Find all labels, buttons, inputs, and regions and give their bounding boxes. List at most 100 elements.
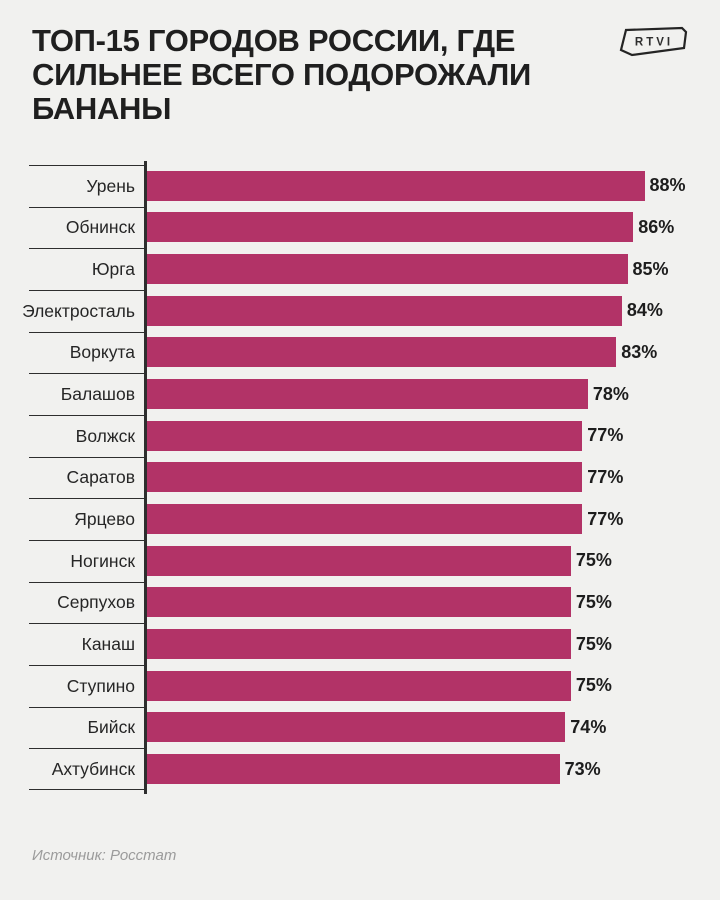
title-line-1: ТОП-15 ГОРОДОВ РОССИИ, ГДЕ [32, 23, 516, 58]
value-label: 75% [575, 550, 612, 571]
city-label-cell: Ногинск [29, 539, 144, 582]
city-label: Бийск [87, 717, 135, 738]
bar [146, 212, 634, 243]
table-row: Серпухов 75% [29, 581, 695, 624]
city-label-cell: Волжск [29, 414, 144, 457]
bar-area: 78% [144, 373, 695, 415]
city-label: Ахтубинск [51, 758, 135, 779]
city-label-cell: Ступино [29, 664, 144, 707]
bar-chart: Урень 88% Обнинск 86% Юрга 85% Электрост… [22, 161, 695, 794]
value-label: 77% [587, 508, 624, 529]
city-label: Ногинск [70, 550, 135, 571]
bar [146, 379, 588, 410]
value-label: 73% [564, 758, 601, 779]
city-label-cell: Воркута [29, 331, 144, 374]
value-label: 88% [649, 175, 686, 196]
rtvi-logo: RTVI [619, 26, 688, 58]
city-label-cell: Балашов [29, 373, 144, 415]
city-label: Ступино [66, 675, 135, 696]
city-label: Саратов [66, 467, 136, 488]
bar [146, 462, 583, 493]
bar [146, 504, 583, 535]
table-row: Воркута 83% [29, 331, 695, 374]
table-row: Волжск 77% [29, 414, 695, 457]
city-label-cell: Ахтубинск [29, 748, 144, 790]
table-row: Электросталь 84% [22, 289, 695, 332]
bar-area: 77% [144, 415, 695, 457]
bar [146, 337, 617, 368]
table-row: Саратов 77% [29, 456, 695, 499]
bar [146, 254, 628, 285]
bar-area: 74% [144, 707, 695, 749]
city-label-cell: Серпухов [29, 581, 144, 624]
city-label: Юрга [91, 259, 135, 280]
table-row: Ярцево 77% [29, 498, 695, 540]
table-row: Ногинск 75% [29, 539, 695, 582]
value-label: 77% [587, 466, 624, 487]
bar-area: 77% [144, 498, 695, 540]
value-label: 84% [626, 300, 663, 321]
title-line-3: БАНАНЫ [32, 91, 172, 126]
table-row: Обнинск 86% [29, 206, 695, 249]
city-label: Серпухов [57, 592, 135, 613]
bar [146, 670, 571, 701]
value-label: 86% [638, 216, 675, 237]
city-label: Канаш [81, 634, 135, 655]
city-label-cell: Урень [29, 165, 144, 207]
city-label-cell: Ярцево [29, 498, 144, 540]
city-label: Ярцево [74, 509, 135, 530]
bar-area: 75% [144, 623, 695, 665]
bar [146, 420, 583, 451]
value-label: 75% [575, 591, 612, 612]
bar [146, 545, 571, 576]
city-label-cell: Саратов [29, 456, 144, 499]
value-label: 83% [621, 341, 658, 362]
chart-rows: Урень 88% Обнинск 86% Юрга 85% Электрост… [22, 165, 695, 790]
city-label: Урень [86, 175, 135, 196]
city-label-cell: Электросталь [22, 289, 144, 332]
value-label: 78% [592, 383, 629, 404]
bar-area: 77% [144, 457, 695, 499]
city-label: Волжск [75, 425, 135, 446]
city-label: Электросталь [22, 300, 135, 321]
value-label: 74% [570, 716, 607, 737]
value-label: 75% [575, 675, 612, 696]
city-label-cell: Канаш [29, 623, 144, 665]
bar [146, 295, 622, 326]
bar [146, 712, 566, 743]
bar-area: 73% [144, 748, 695, 790]
bar-area: 84% [144, 290, 695, 332]
value-label: 77% [587, 425, 624, 446]
bar-area: 86% [144, 207, 695, 249]
table-row: Канаш 75% [29, 623, 695, 665]
bar [146, 587, 571, 618]
bar-area: 75% [144, 665, 695, 707]
city-label-cell: Юрга [29, 248, 144, 290]
title-line-2: СИЛЬНЕЕ ВСЕГО ПОДОРОЖАЛИ [32, 57, 531, 92]
value-label: 75% [575, 633, 612, 654]
value-label: 85% [632, 258, 669, 279]
rtvi-logo-frame [619, 26, 688, 57]
table-row: Урень 88% [29, 165, 695, 207]
city-label: Балашов [60, 384, 135, 405]
source-note: Источник: Росстат [32, 847, 177, 864]
bar-area: 75% [144, 582, 695, 624]
table-row: Балашов 78% [29, 373, 695, 415]
page-title: ТОП-15 ГОРОДОВ РОССИИ, ГДЕ СИЛЬНЕЕ ВСЕГО… [32, 24, 531, 126]
bar-area: 88% [144, 165, 695, 207]
city-label: Обнинск [65, 217, 135, 238]
city-label: Воркута [69, 342, 135, 363]
bar-area: 83% [144, 332, 695, 374]
bar-area: 85% [144, 248, 695, 290]
bar [146, 170, 645, 201]
city-label-cell: Бийск [29, 706, 144, 749]
city-label-cell: Обнинск [29, 206, 144, 249]
table-row: Юрга 85% [29, 248, 695, 290]
bar [146, 754, 560, 785]
axis-line [144, 161, 147, 794]
rtvi-logo-text: RTVI [635, 37, 673, 49]
table-row: Ахтубинск 73% [29, 748, 695, 790]
table-row: Ступино 75% [29, 664, 695, 707]
table-row: Бийск 74% [29, 706, 695, 749]
bar [146, 629, 571, 660]
